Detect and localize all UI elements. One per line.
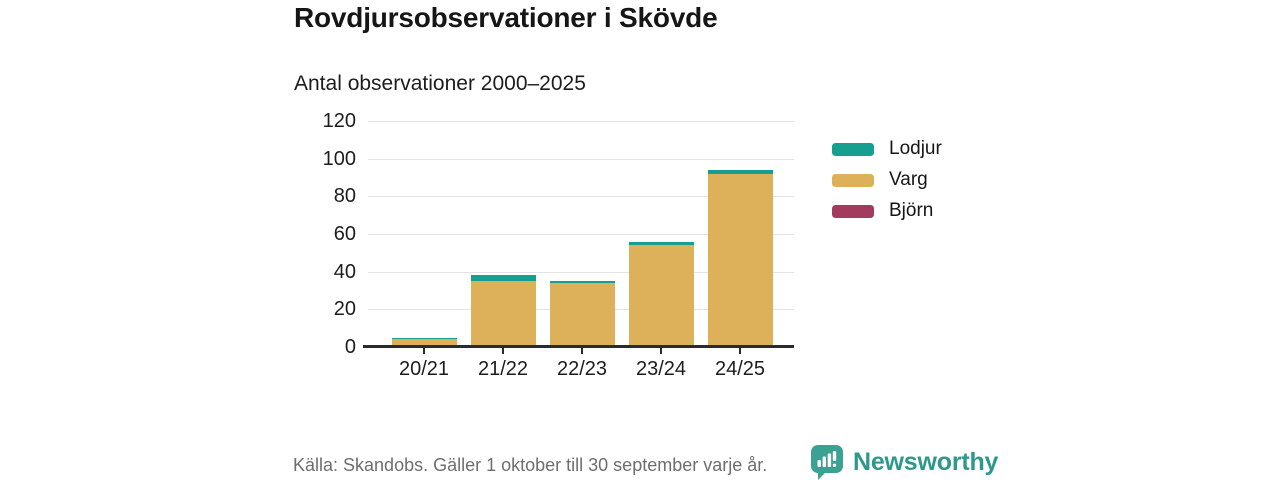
y-axis-tick-label: 60 xyxy=(333,223,356,245)
y-axis-tick-label: 80 xyxy=(333,185,356,208)
x-axis-tick-label: 24/25 xyxy=(714,358,766,380)
gridline xyxy=(368,158,794,160)
legend-swatch xyxy=(832,142,874,156)
gridline xyxy=(368,271,794,273)
bar-segment-varg-22/23 xyxy=(549,282,615,346)
bar-segment-lodjur-20/21 xyxy=(391,337,457,340)
legend-swatch xyxy=(832,173,874,187)
bar-segment-lodjur-22/23 xyxy=(549,281,615,283)
newsworthy-logo-icon xyxy=(810,444,844,480)
legend-item-björn: Björn xyxy=(832,200,942,221)
bar-segment-varg-23/24 xyxy=(628,245,694,347)
x-axis-tick-label: 21/22 xyxy=(477,358,529,380)
brand-lockup: Newsworthy xyxy=(810,444,998,480)
legend-swatch xyxy=(832,204,874,218)
y-axis-tick-label: 0 xyxy=(344,336,356,358)
bar-segment-varg-21/22 xyxy=(470,281,536,347)
gridline xyxy=(368,234,794,235)
gridline xyxy=(368,121,794,122)
x-axis-tick-mark xyxy=(502,348,504,354)
bar-segment-lodjur-21/22 xyxy=(470,275,536,282)
legend: Lodjur Varg Björn xyxy=(832,138,942,221)
legend-item-varg: Varg xyxy=(832,169,942,190)
legend-label: Varg xyxy=(889,169,928,190)
bar-segment-varg-24/25 xyxy=(707,173,773,347)
x-axis-tick-mark xyxy=(581,348,583,354)
legend-item-lodjur: Lodjur xyxy=(832,138,942,159)
x-axis-tick-label: 23/24 xyxy=(635,358,687,380)
bar-segment-lodjur-23/24 xyxy=(628,241,694,246)
x-axis-tick-label: 22/23 xyxy=(556,358,608,380)
chart-title: Rovdjursobservationer i Skövde xyxy=(294,2,718,33)
x-axis-tick-mark xyxy=(660,348,662,354)
chart-subtitle: Antal observationer 2000–2025 xyxy=(294,72,586,95)
y-axis-tick-label: 100 xyxy=(322,147,356,170)
x-axis-line xyxy=(363,345,794,348)
bar-segment-lodjur-24/25 xyxy=(707,169,773,174)
y-axis-tick-label: 40 xyxy=(333,260,356,283)
x-axis-tick-mark xyxy=(739,348,741,354)
bar-segment-varg-20/21 xyxy=(391,339,457,347)
brand-wordmark: Newsworthy xyxy=(853,447,999,476)
x-axis-tick-label: 20/21 xyxy=(398,358,450,380)
x-axis-tick-mark xyxy=(423,348,425,354)
source-note: Källa: Skandobs. Gäller 1 oktober till 3… xyxy=(293,455,768,475)
gridline xyxy=(368,196,794,198)
legend-label: Björn xyxy=(889,200,934,221)
legend-label: Lodjur xyxy=(889,138,942,159)
y-axis-tick-label: 20 xyxy=(333,298,356,321)
y-axis-tick-label: 120 xyxy=(322,110,356,132)
